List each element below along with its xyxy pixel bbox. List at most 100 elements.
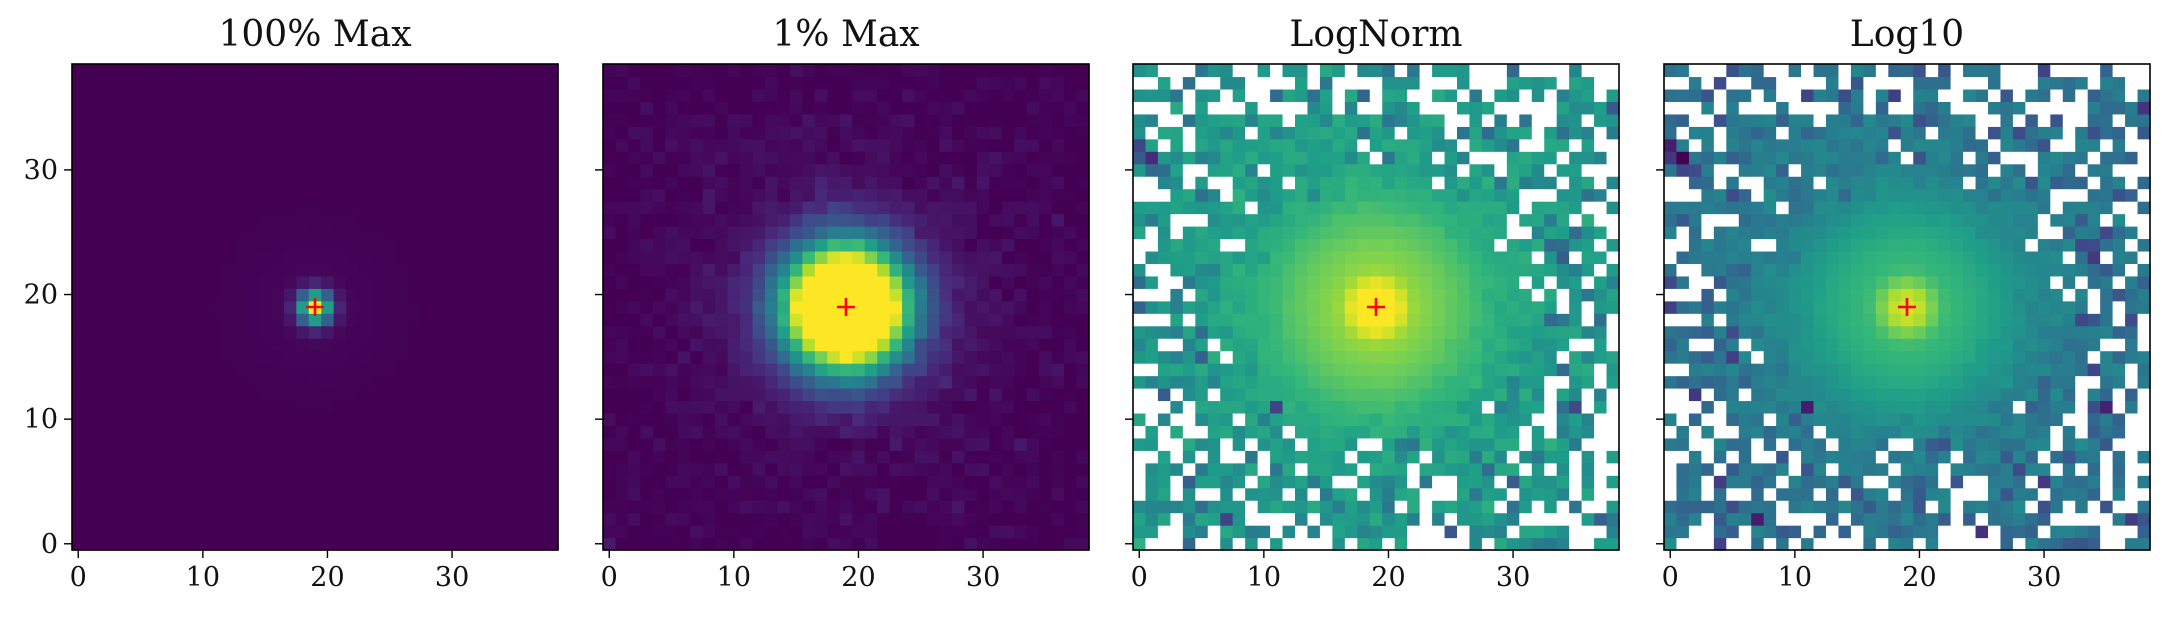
heatmap-cell — [109, 64, 123, 78]
heatmap-cell — [1444, 338, 1458, 352]
heatmap-cell — [121, 400, 135, 414]
heatmap-cell — [533, 76, 547, 90]
heatmap-cell — [665, 250, 679, 264]
heatmap-cell — [1270, 300, 1284, 314]
heatmap-cell — [1519, 537, 1533, 551]
heatmap-cell — [877, 475, 891, 489]
heatmap-cell — [964, 525, 978, 539]
heatmap-cell — [1014, 88, 1028, 102]
heatmap-cell — [765, 76, 779, 90]
heatmap-cell — [1182, 525, 1196, 539]
heatmap-cell — [346, 288, 360, 302]
heatmap-cell — [383, 412, 397, 426]
heatmap-cell — [951, 275, 965, 289]
heatmap-cell — [1606, 213, 1620, 227]
heatmap-cell — [184, 325, 198, 339]
heatmap-cell — [1688, 437, 1702, 451]
heatmap-cell — [283, 250, 297, 264]
heatmap-cell — [603, 425, 617, 439]
heatmap-cell — [1738, 487, 1752, 501]
heatmap-cell — [914, 151, 928, 165]
heatmap-cell — [1688, 512, 1702, 526]
heatmap-cell — [109, 363, 123, 377]
heatmap-cell — [1432, 275, 1446, 289]
heatmap-cell — [458, 138, 472, 152]
heatmap-cell — [927, 400, 941, 414]
heatmap-cell — [827, 163, 841, 177]
heatmap-cell — [72, 525, 86, 539]
heatmap-cell — [690, 388, 704, 402]
heatmap-cell — [1419, 238, 1433, 252]
heatmap-cell — [827, 537, 841, 551]
heatmap-cell — [433, 288, 447, 302]
heatmap-cell — [2062, 450, 2076, 464]
panel-2: 0 10 20 301% Max — [595, 14, 1090, 593]
heatmap-cell — [1344, 151, 1358, 165]
heatmap-cell — [715, 163, 729, 177]
heatmap-cell — [1594, 288, 1608, 302]
heatmap-cell — [1751, 500, 1765, 514]
heatmap-cell — [483, 64, 497, 78]
heatmap-cell — [1182, 462, 1196, 476]
heatmap-cell — [715, 500, 729, 514]
heatmap-cell — [221, 176, 235, 190]
heatmap-cell — [939, 388, 953, 402]
heatmap-cell — [221, 487, 235, 501]
heatmap-cell — [976, 300, 990, 314]
heatmap-cell — [470, 101, 484, 115]
heatmap-cell — [1382, 425, 1396, 439]
heatmap-cell — [839, 288, 853, 302]
heatmap-cell — [802, 300, 816, 314]
heatmap-cell — [234, 363, 248, 377]
heatmap-cell — [1519, 412, 1533, 426]
heatmap-cell — [2100, 462, 2114, 476]
heatmap-cell — [690, 101, 704, 115]
heatmap-cell — [408, 88, 422, 102]
heatmap-cell — [1369, 375, 1383, 389]
heatmap-cell — [914, 425, 928, 439]
heatmap-cell — [1726, 500, 1740, 514]
heatmap-cell — [765, 151, 779, 165]
heatmap-cell — [752, 325, 766, 339]
heatmap-cell — [1344, 138, 1358, 152]
heatmap-cell — [1170, 313, 1184, 327]
heatmap-cell — [1157, 151, 1171, 165]
heatmap-cell — [615, 500, 629, 514]
heatmap-cell — [1544, 300, 1558, 314]
heatmap-cell — [652, 163, 666, 177]
heatmap-cell — [134, 263, 148, 277]
heatmap-cell — [371, 176, 385, 190]
heatmap-cell — [545, 188, 559, 202]
heatmap-cell — [1506, 375, 1520, 389]
heatmap-cell — [1001, 363, 1015, 377]
heatmap-cell — [171, 338, 185, 352]
heatmap-cell — [1220, 363, 1234, 377]
heatmap-cell — [358, 350, 372, 364]
heatmap-cell — [358, 88, 372, 102]
heatmap-cell — [1569, 188, 1583, 202]
heatmap-cell — [864, 263, 878, 277]
heatmap-cell — [383, 388, 397, 402]
heatmap-cell — [234, 500, 248, 514]
heatmap-cell — [939, 238, 953, 252]
heatmap-cell — [396, 462, 410, 476]
heatmap-cell — [789, 213, 803, 227]
heatmap-cell — [2137, 462, 2151, 476]
heatmap-cell — [1026, 512, 1040, 526]
heatmap-cell — [902, 213, 916, 227]
heatmap-cell — [1232, 138, 1246, 152]
heatmap-cell — [902, 113, 916, 127]
heatmap-cell — [308, 537, 322, 551]
heatmap-cell — [2087, 462, 2101, 476]
heatmap-cell — [1232, 525, 1246, 539]
heatmap-cell — [1257, 275, 1271, 289]
heatmap-cell — [677, 126, 691, 140]
heatmap-cell — [1369, 500, 1383, 514]
heatmap-cell — [1133, 525, 1147, 539]
heatmap-cell — [433, 238, 447, 252]
heatmap-cell — [283, 300, 297, 314]
heatmap-cell — [715, 425, 729, 439]
heatmap-cell — [196, 113, 210, 127]
heatmap-cell — [445, 213, 459, 227]
heatmap-cell — [652, 201, 666, 215]
